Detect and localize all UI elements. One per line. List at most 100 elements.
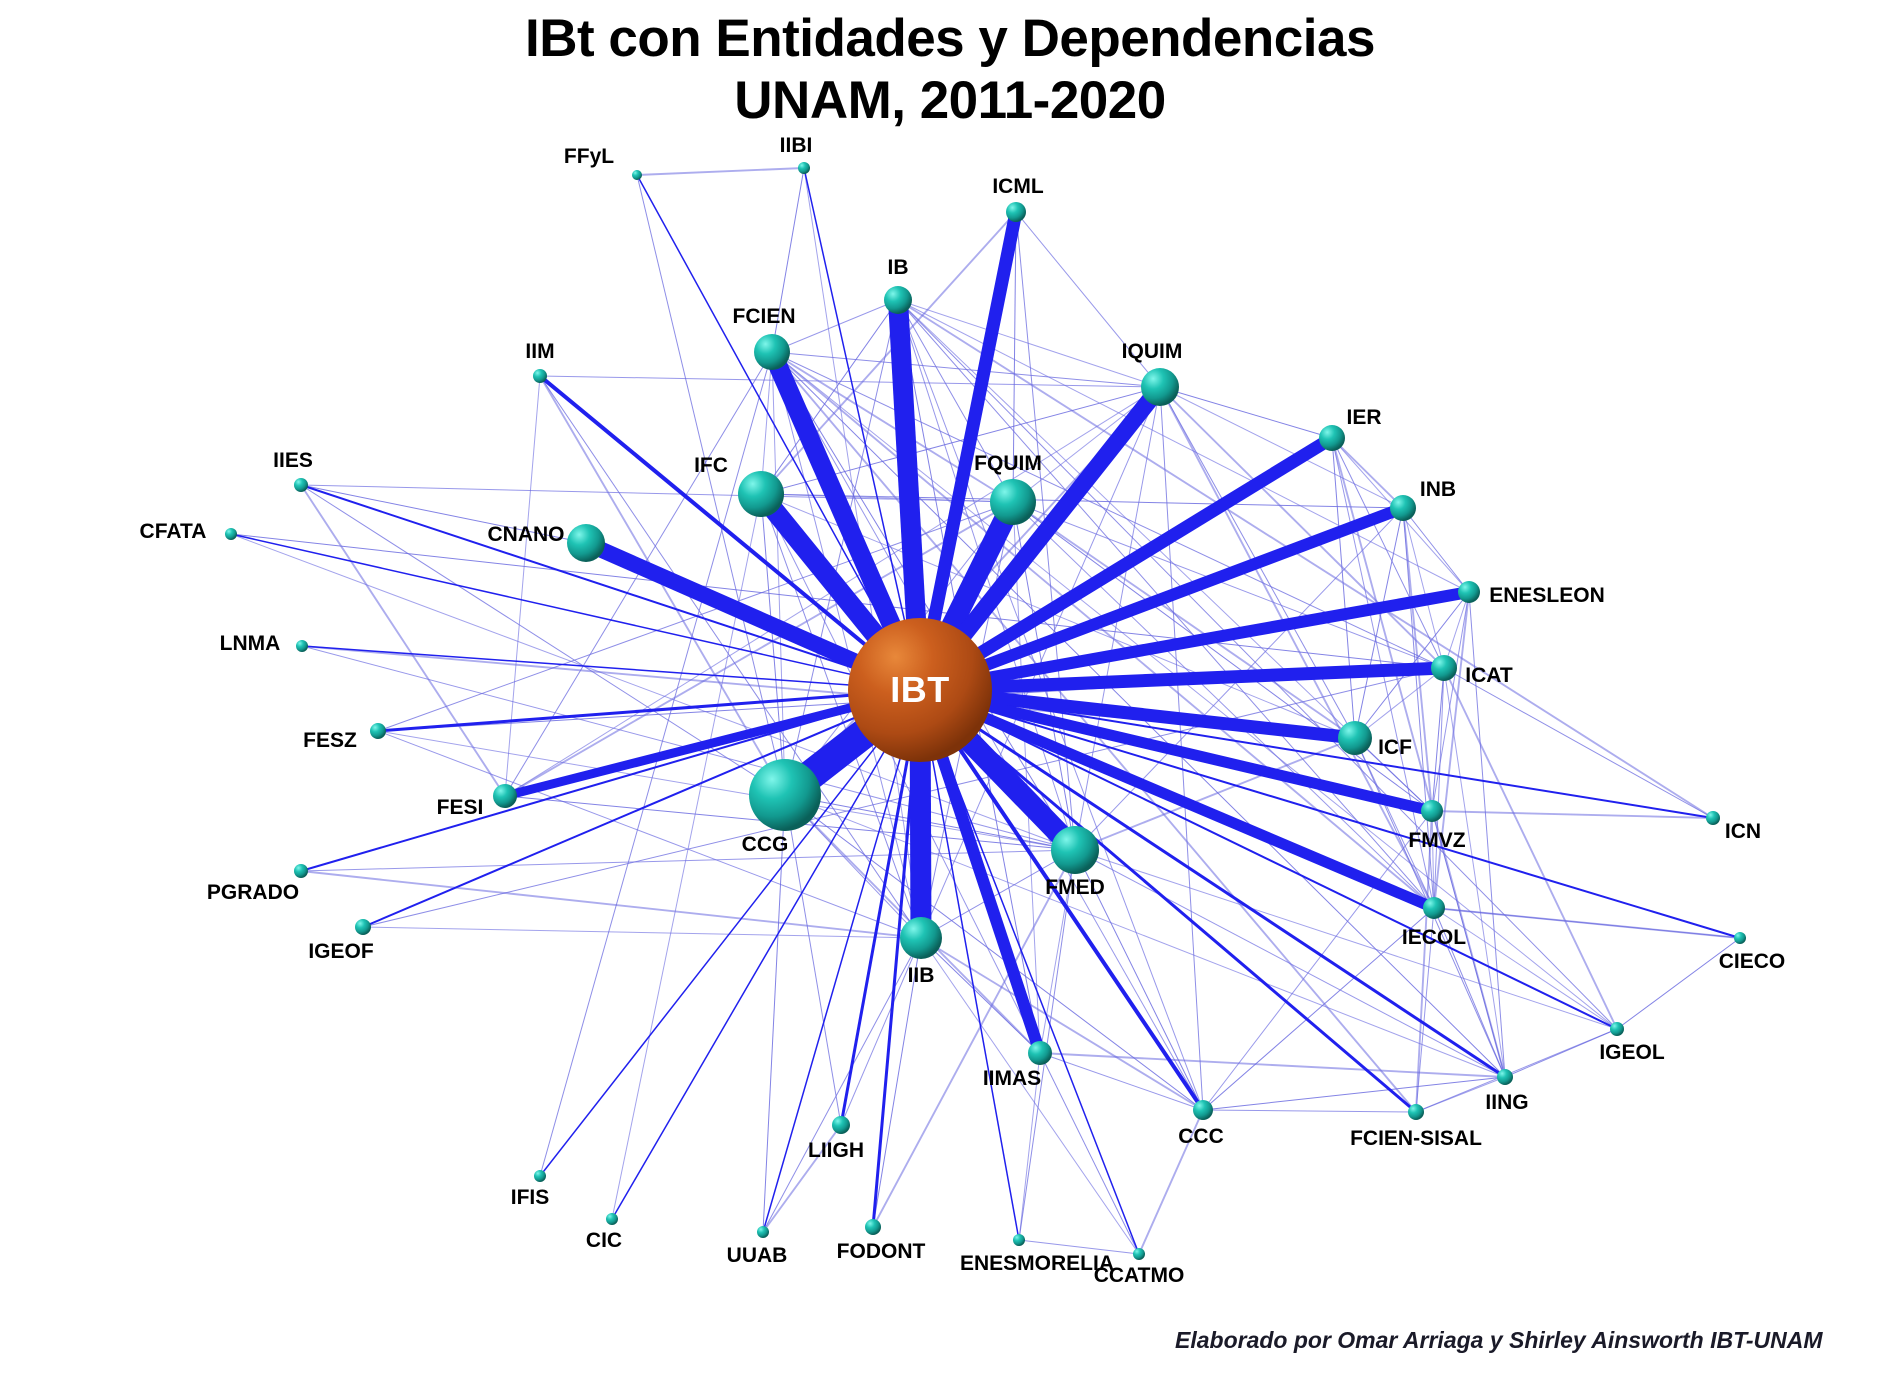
graph-edge: [300, 484, 506, 797]
node-circle[interactable]: [798, 162, 810, 174]
node-circle[interactable]: [1431, 655, 1457, 681]
node-circle[interactable]: [296, 640, 308, 652]
node-circle[interactable]: [832, 1116, 850, 1134]
graph-node[interactable]: [1141, 368, 1179, 406]
graph-node[interactable]: [749, 759, 821, 831]
node-circle[interactable]: [1193, 1100, 1213, 1120]
graph-node[interactable]: [1028, 1041, 1052, 1065]
node-circle[interactable]: [900, 917, 942, 959]
graph-node[interactable]: [1013, 1234, 1025, 1246]
hub-node-circle[interactable]: [848, 618, 992, 762]
node-circle[interactable]: [1734, 932, 1746, 944]
graph-node[interactable]: [900, 917, 942, 959]
node-circle[interactable]: [1141, 368, 1179, 406]
graph-node[interactable]: [294, 478, 308, 492]
graph-node[interactable]: [1610, 1022, 1624, 1036]
graph-edge: [539, 375, 1161, 388]
graph-node[interactable]: [1006, 202, 1026, 222]
graph-node[interactable]: [990, 479, 1036, 525]
graph-node[interactable]: [1319, 425, 1345, 451]
graph-node[interactable]: [757, 1226, 769, 1238]
node-circle[interactable]: [1610, 1022, 1624, 1036]
graph-node[interactable]: [225, 528, 237, 540]
graph-node[interactable]: [1458, 581, 1480, 603]
graph-node[interactable]: [294, 864, 308, 878]
graph-edge: [919, 689, 1741, 939]
node-circle[interactable]: [632, 170, 642, 180]
node-circle[interactable]: [754, 334, 790, 370]
graph-edge: [1074, 849, 1618, 1030]
node-circle[interactable]: [738, 471, 784, 517]
graph-node[interactable]: [1051, 826, 1099, 874]
node-circle[interactable]: [1006, 202, 1026, 222]
node-circle[interactable]: [757, 1226, 769, 1238]
graph-node[interactable]: [738, 471, 784, 517]
graph-node[interactable]: [534, 1170, 546, 1182]
node-circle[interactable]: [990, 479, 1036, 525]
node-circle[interactable]: [370, 723, 386, 739]
graph-node[interactable]: [754, 334, 790, 370]
node-circle[interactable]: [493, 784, 517, 808]
hub-node-ibt[interactable]: [848, 618, 992, 762]
graph-node[interactable]: [1706, 811, 1720, 825]
graph-node[interactable]: [798, 162, 810, 174]
graph-node[interactable]: [370, 723, 386, 739]
graph-node[interactable]: [1423, 897, 1445, 919]
graph-node[interactable]: [1497, 1069, 1513, 1085]
node-circle[interactable]: [1133, 1248, 1145, 1260]
node-circle[interactable]: [865, 1219, 881, 1235]
graph-edge: [760, 493, 786, 796]
graph-node[interactable]: [355, 919, 371, 935]
node-circle[interactable]: [1497, 1069, 1513, 1085]
graph-edge: [539, 689, 921, 1177]
graph-node[interactable]: [1734, 932, 1746, 944]
node-circle[interactable]: [1051, 826, 1099, 874]
node-circle[interactable]: [606, 1213, 618, 1225]
graph-edge: [1012, 211, 1017, 503]
graph-node[interactable]: [1431, 655, 1457, 681]
node-circle[interactable]: [749, 759, 821, 831]
graph-node[interactable]: [1390, 495, 1416, 521]
node-circle[interactable]: [1028, 1041, 1052, 1065]
node-circle[interactable]: [294, 864, 308, 878]
node-circle[interactable]: [1338, 721, 1372, 755]
graph-edge: [1354, 667, 1445, 739]
graph-edge: [362, 926, 922, 939]
graph-edge: [919, 661, 1445, 697]
graph-node[interactable]: [1133, 1248, 1145, 1260]
graph-node[interactable]: [832, 1116, 850, 1134]
node-circle[interactable]: [1319, 425, 1345, 451]
graph-node[interactable]: [632, 170, 642, 180]
node-circle[interactable]: [1458, 581, 1480, 603]
graph-node[interactable]: [865, 1219, 881, 1235]
node-circle[interactable]: [567, 524, 605, 562]
node-circle[interactable]: [884, 286, 912, 314]
node-circle[interactable]: [225, 528, 237, 540]
node-circle[interactable]: [294, 478, 308, 492]
graph-node[interactable]: [606, 1213, 618, 1225]
graph-node[interactable]: [1421, 800, 1443, 822]
graph-edge: [1012, 501, 1445, 669]
node-circle[interactable]: [1423, 897, 1445, 919]
graph-node[interactable]: [567, 524, 605, 562]
graph-edge: [636, 167, 805, 176]
graph-edge: [1433, 907, 1741, 939]
graph-edge: [1012, 501, 1041, 1054]
graph-node[interactable]: [296, 640, 308, 652]
graph-node[interactable]: [1338, 721, 1372, 755]
node-circle[interactable]: [1408, 1104, 1424, 1120]
graph-edge: [504, 375, 541, 797]
node-circle[interactable]: [355, 919, 371, 935]
node-circle[interactable]: [1421, 800, 1443, 822]
node-circle[interactable]: [534, 1170, 546, 1182]
graph-node[interactable]: [533, 369, 547, 383]
node-circle[interactable]: [1706, 811, 1720, 825]
node-circle[interactable]: [1013, 1234, 1025, 1246]
graph-node[interactable]: [884, 286, 912, 314]
graph-node[interactable]: [493, 784, 517, 808]
graph-node[interactable]: [1408, 1104, 1424, 1120]
graph-node[interactable]: [1193, 1100, 1213, 1120]
node-circle[interactable]: [533, 369, 547, 383]
node-circle[interactable]: [1390, 495, 1416, 521]
